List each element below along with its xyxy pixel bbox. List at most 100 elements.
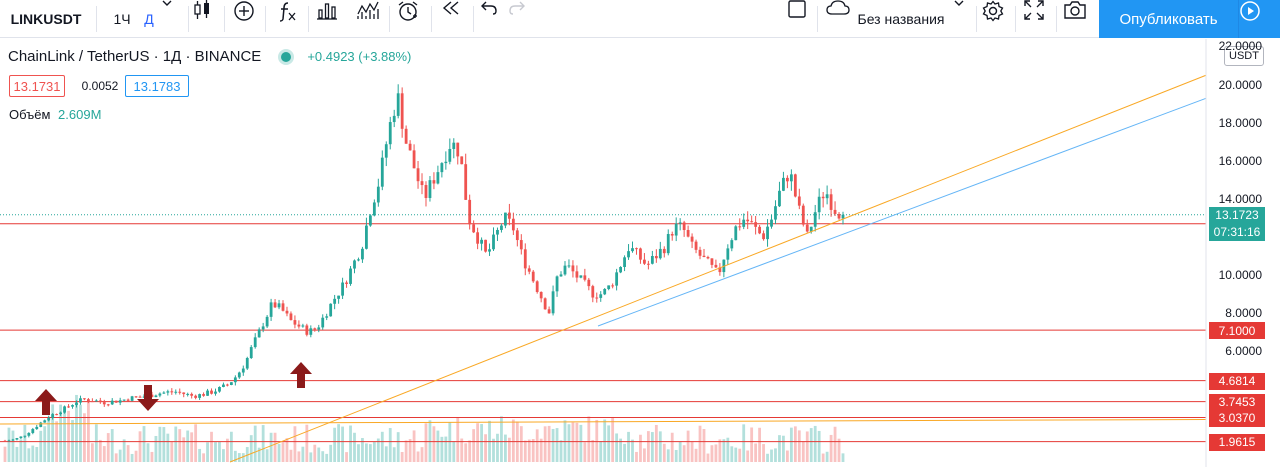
volume-bar: [531, 439, 535, 462]
volume-bar: [579, 424, 583, 462]
candle-body: [480, 239, 483, 244]
play-icon[interactable]: [1238, 0, 1280, 38]
currency-badge[interactable]: USDT: [1224, 46, 1264, 66]
level-price-tag: 3.0370: [1209, 409, 1265, 427]
volume-bar: [650, 432, 654, 462]
volume-bar: [583, 442, 587, 462]
candle-body: [321, 317, 325, 328]
volume-bar: [321, 451, 325, 462]
candle-body: [98, 400, 102, 403]
volume-bar: [770, 449, 773, 462]
chevron-down-icon[interactable]: [954, 0, 970, 38]
add-compare-icon[interactable]: [233, 0, 259, 38]
candle-body: [627, 251, 630, 258]
volume-bar: [420, 447, 424, 462]
blue-trend-line[interactable]: [597, 97, 1207, 327]
candle-body: [821, 196, 825, 199]
candle-body: [162, 392, 166, 394]
candle-body: [186, 393, 190, 395]
interval-1h[interactable]: 1Ч: [113, 11, 131, 27]
candle-body: [222, 384, 225, 387]
volume-bar: [396, 432, 400, 462]
indicators-icon[interactable]: [276, 0, 300, 38]
volume-bar: [47, 416, 51, 462]
volume-bar: [305, 424, 309, 462]
symbol-search[interactable]: LINKUSDT: [10, 11, 82, 27]
candle-body: [662, 248, 666, 254]
financials-icon[interactable]: [317, 0, 341, 38]
candle-body: [71, 405, 74, 407]
layout-square-icon[interactable]: [788, 0, 810, 38]
candle-body: [770, 219, 773, 227]
candle-body: [615, 272, 619, 286]
fullscreen-icon[interactable]: [1024, 0, 1050, 38]
orange-trend-line[interactable]: [0, 418, 1207, 425]
candle-body: [233, 377, 237, 383]
cloud-icon[interactable]: [826, 0, 852, 38]
replay-icon[interactable]: [441, 0, 467, 38]
volume-bar: [789, 427, 793, 462]
alert-clock-icon[interactable]: [397, 0, 425, 38]
candle-body: [388, 122, 392, 145]
volume-bar: [539, 438, 543, 462]
divider: [817, 6, 818, 32]
undo-icon[interactable]: [480, 0, 502, 38]
volume-bar: [51, 404, 55, 462]
volume-bar: [750, 427, 754, 462]
volume-bar: [162, 427, 166, 462]
arrow-up-icon[interactable]: [35, 389, 57, 415]
arrow-markers[interactable]: [35, 362, 312, 415]
trend-lines[interactable]: [0, 74, 1207, 463]
sell-price-button[interactable]: 13.1731: [9, 75, 65, 97]
candle-body: [51, 414, 55, 418]
candle-body: [535, 281, 539, 292]
arrow-up-icon[interactable]: [290, 362, 312, 388]
price-tick-label: 8.0000: [1225, 306, 1262, 320]
volume-bar: [571, 422, 575, 462]
volume-bar: [674, 449, 678, 462]
candle-body: [67, 406, 70, 408]
candle-body: [365, 225, 368, 249]
gear-icon[interactable]: [982, 0, 1008, 38]
candle-body: [623, 257, 626, 267]
volume-bar: [341, 426, 344, 462]
volume-bar: [448, 422, 452, 462]
candle-body: [670, 234, 674, 236]
candle-body: [170, 391, 174, 393]
camera-icon[interactable]: [1063, 0, 1091, 38]
volume-bar: [408, 439, 412, 462]
symbol-title[interactable]: ChainLink / TetherUS · 1Д · BINANCE: [8, 48, 262, 65]
buy-price-button[interactable]: 13.1783: [125, 75, 189, 97]
redo-icon[interactable]: [508, 0, 530, 38]
candle-body: [313, 328, 317, 330]
layout-name[interactable]: Без названия: [857, 11, 945, 27]
interval-day[interactable]: Д: [144, 11, 154, 27]
volume-bar: [730, 446, 734, 462]
volume-bar: [746, 450, 750, 462]
candle-body: [639, 248, 642, 260]
volume-bar: [345, 452, 348, 462]
volume-bar: [412, 430, 416, 462]
candle-body: [305, 325, 309, 335]
volume-bar: [611, 416, 615, 462]
volume-bar: [392, 447, 396, 462]
candle-body: [789, 174, 793, 182]
volume-bar: [293, 426, 297, 462]
candle-body: [543, 298, 547, 310]
volume-bar: [762, 444, 765, 462]
candle-body: [285, 310, 289, 314]
candle-body: [504, 212, 507, 226]
orange-trend-line[interactable]: [229, 74, 1207, 463]
templates-icon[interactable]: [357, 0, 383, 38]
volume-bar: [567, 424, 571, 462]
volume-bar: [603, 419, 607, 462]
candle-body: [539, 291, 543, 299]
candle-body: [778, 190, 781, 207]
candle-type-icon[interactable]: [193, 0, 219, 38]
arrow-down-icon[interactable]: [137, 385, 159, 411]
candle-body: [361, 248, 364, 260]
chevron-down-icon[interactable]: [162, 0, 184, 38]
publish-button[interactable]: Опубликовать: [1099, 0, 1238, 38]
candle-body: [273, 302, 277, 308]
